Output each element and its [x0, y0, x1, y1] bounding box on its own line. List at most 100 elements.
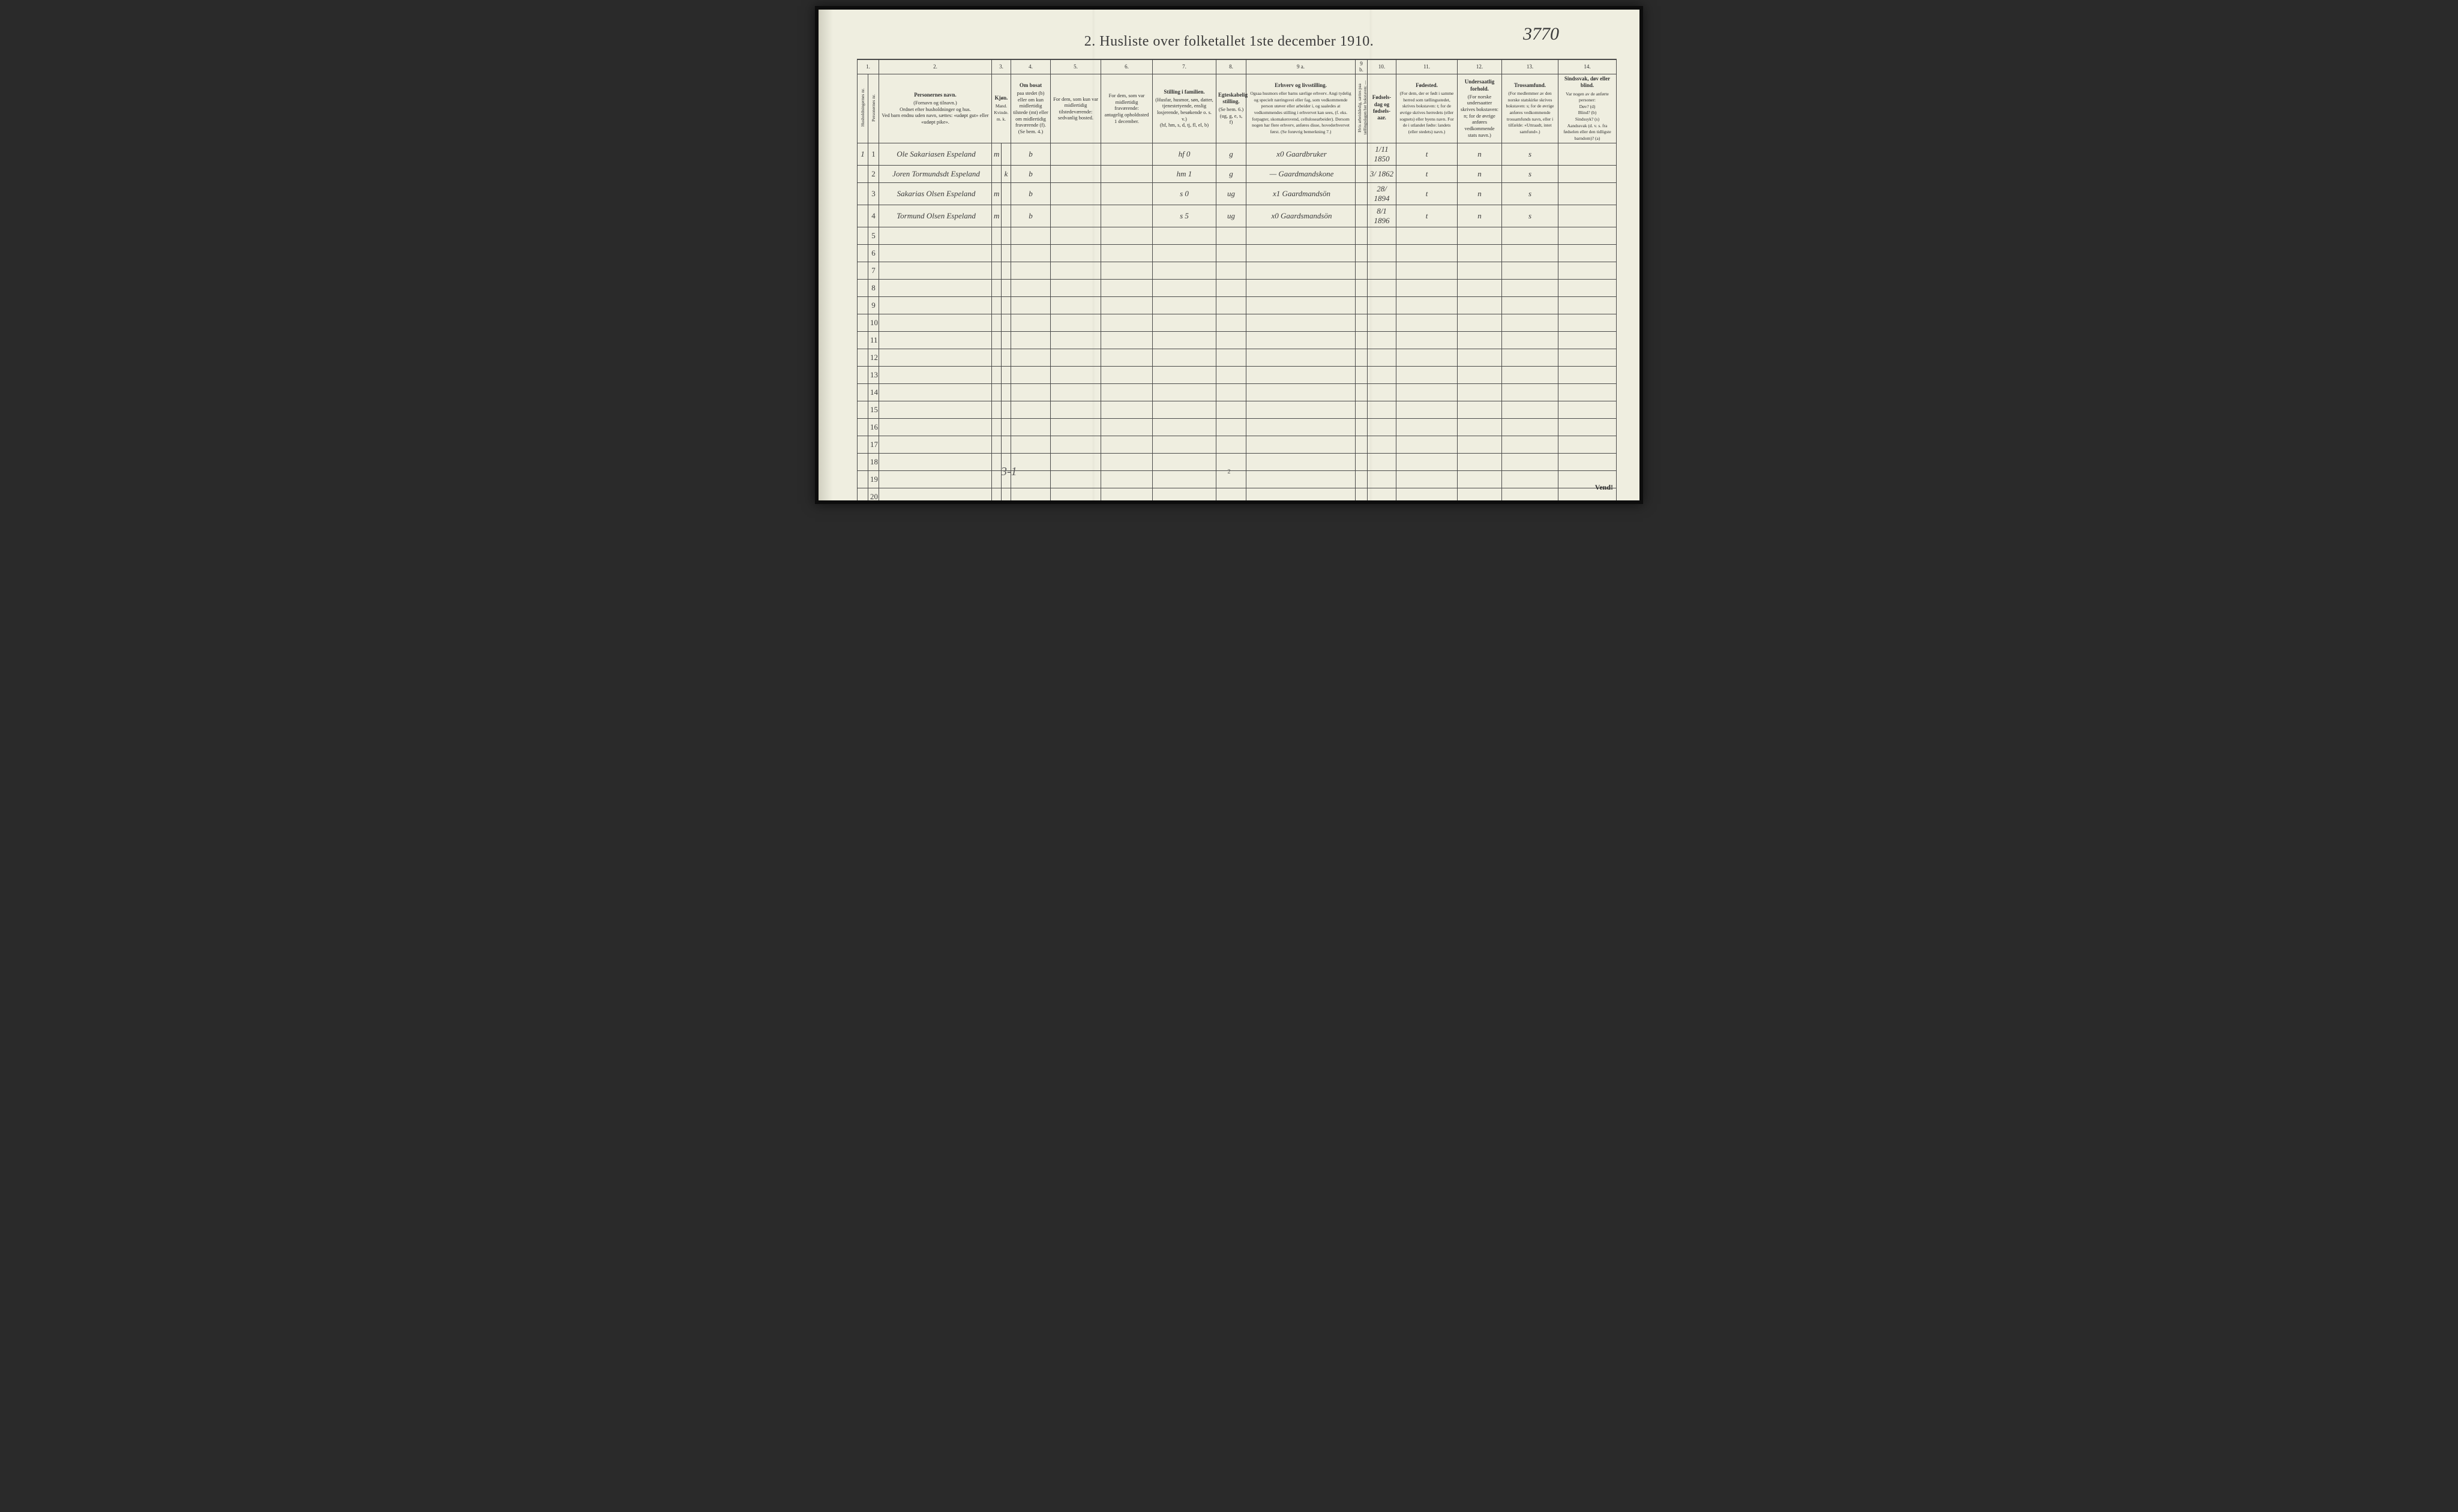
cell-empty	[1101, 296, 1153, 314]
cell-empty	[1051, 401, 1101, 418]
cell-birthdate: 28/ 1894	[1368, 182, 1396, 205]
cell-occupation: x0 Gaardsmandsön	[1246, 205, 1356, 227]
table-row-empty: 18	[858, 453, 1617, 470]
cell-empty	[1051, 436, 1101, 453]
cell-empty	[992, 331, 1002, 349]
cell-empty	[1011, 314, 1051, 331]
cell-empty	[1051, 453, 1101, 470]
cell-empty	[1396, 227, 1458, 244]
page-title: 2. Husliste over folketallet 1ste decemb…	[815, 34, 1643, 50]
cell-empty	[1153, 418, 1216, 436]
cell-empty	[1011, 488, 1051, 504]
cell-nationality: n	[1458, 165, 1502, 182]
cell-empty	[1368, 262, 1396, 279]
cell-empty	[1246, 436, 1356, 453]
cell-empty	[992, 383, 1002, 401]
cell-household-nr	[858, 205, 868, 227]
hdr-occupation: Erhverv og livsstilling. Ogsaa husmors e…	[1246, 74, 1356, 143]
cell-empty	[1356, 418, 1368, 436]
cell-empty	[1356, 453, 1368, 470]
cell-empty	[1458, 418, 1502, 436]
cell-empty	[1458, 262, 1502, 279]
cell-empty	[1558, 279, 1617, 296]
cell-empty	[992, 296, 1002, 314]
cell-empty	[1002, 418, 1011, 436]
cell-name: Sakarias Olsen Espeland	[879, 182, 992, 205]
cell-bosat: b	[1011, 143, 1051, 165]
cell-mt	[1051, 182, 1101, 205]
cell-empty	[1153, 296, 1216, 314]
cell-empty	[1153, 244, 1216, 262]
cell-birthplace: t	[1396, 205, 1458, 227]
cell-sex-k	[1002, 143, 1011, 165]
cell-name: Tormund Olsen Espeland	[879, 205, 992, 227]
cell-empty	[1396, 314, 1458, 331]
cell-empty	[1011, 366, 1051, 383]
cell-birthdate: 8/1 1896	[1368, 205, 1396, 227]
hdr-family-position: Stilling i familien. (Husfar, husmor, sø…	[1153, 74, 1216, 143]
cell-empty	[1153, 383, 1216, 401]
cell-empty	[1002, 262, 1011, 279]
cell-empty	[1216, 453, 1246, 470]
cell-empty	[1368, 296, 1396, 314]
cell-empty	[1246, 366, 1356, 383]
cell-empty	[879, 401, 992, 418]
cell-empty	[1002, 401, 1011, 418]
cell-empty	[1458, 453, 1502, 470]
cell-empty	[1002, 349, 1011, 366]
vend-label: Vend!	[1595, 483, 1613, 492]
cell-household-nr	[858, 227, 868, 244]
cell-empty	[879, 314, 992, 331]
hdr-birthplace: Fødested. (For dem, der er født i samme …	[1396, 74, 1458, 143]
cell-empty	[1502, 262, 1558, 279]
cell-family-position: s 5	[1153, 205, 1216, 227]
cell-empty	[1458, 244, 1502, 262]
cell-empty	[1051, 331, 1101, 349]
cell-empty	[992, 418, 1002, 436]
census-page: 3770 2. Husliste over folketallet 1ste d…	[815, 6, 1643, 504]
cell-empty	[1458, 383, 1502, 401]
cell-empty	[1051, 244, 1101, 262]
cell-empty	[1101, 349, 1153, 366]
cell-empty	[879, 436, 992, 453]
cell-empty	[1002, 331, 1011, 349]
colnum-12: 12.	[1458, 59, 1502, 74]
cell-empty	[1458, 331, 1502, 349]
cell-empty	[1458, 349, 1502, 366]
cell-empty	[1368, 314, 1396, 331]
cell-empty	[992, 244, 1002, 262]
cell-empty	[1002, 383, 1011, 401]
cell-empty	[1502, 383, 1558, 401]
cell-empty	[992, 401, 1002, 418]
cell-empty	[1356, 383, 1368, 401]
hdr-nationality: Undersaatlig forhold. (For norske unders…	[1458, 74, 1502, 143]
cell-empty	[992, 227, 1002, 244]
cell-name: Joren Tormundsdt Espeland	[879, 165, 992, 182]
cell-empty	[1502, 279, 1558, 296]
cell-empty	[879, 453, 992, 470]
cell-empty	[1502, 314, 1558, 331]
census-table: 1. 2. 3. 4. 5. 6. 7. 8. 9 a. 9 b. 10. 11…	[857, 59, 1617, 504]
cell-empty	[879, 279, 992, 296]
cell-empty	[1368, 453, 1396, 470]
cell-sex-k	[1002, 205, 1011, 227]
cell-empty	[1051, 366, 1101, 383]
cell-sex-m: m	[992, 143, 1002, 165]
cell-name: Ole Sakariasen Espeland	[879, 143, 992, 165]
cell-birthdate: 1/11 1850	[1368, 143, 1396, 165]
cell-empty	[1356, 401, 1368, 418]
cell-empty	[1396, 244, 1458, 262]
cell-household-nr	[858, 488, 868, 504]
cell-household-nr	[858, 383, 868, 401]
cell-person-nr: 18	[868, 453, 879, 470]
cell-empty	[1101, 279, 1153, 296]
cell-empty	[1002, 279, 1011, 296]
cell-person-nr: 5	[868, 227, 879, 244]
cell-empty	[1558, 331, 1617, 349]
cell-empty	[1502, 227, 1558, 244]
cell-empty	[1011, 331, 1051, 349]
cell-empty	[1101, 418, 1153, 436]
cell-empty	[1051, 296, 1101, 314]
cell-frav	[1101, 205, 1153, 227]
hdr-person-nr: Personernes nr.	[868, 74, 879, 143]
